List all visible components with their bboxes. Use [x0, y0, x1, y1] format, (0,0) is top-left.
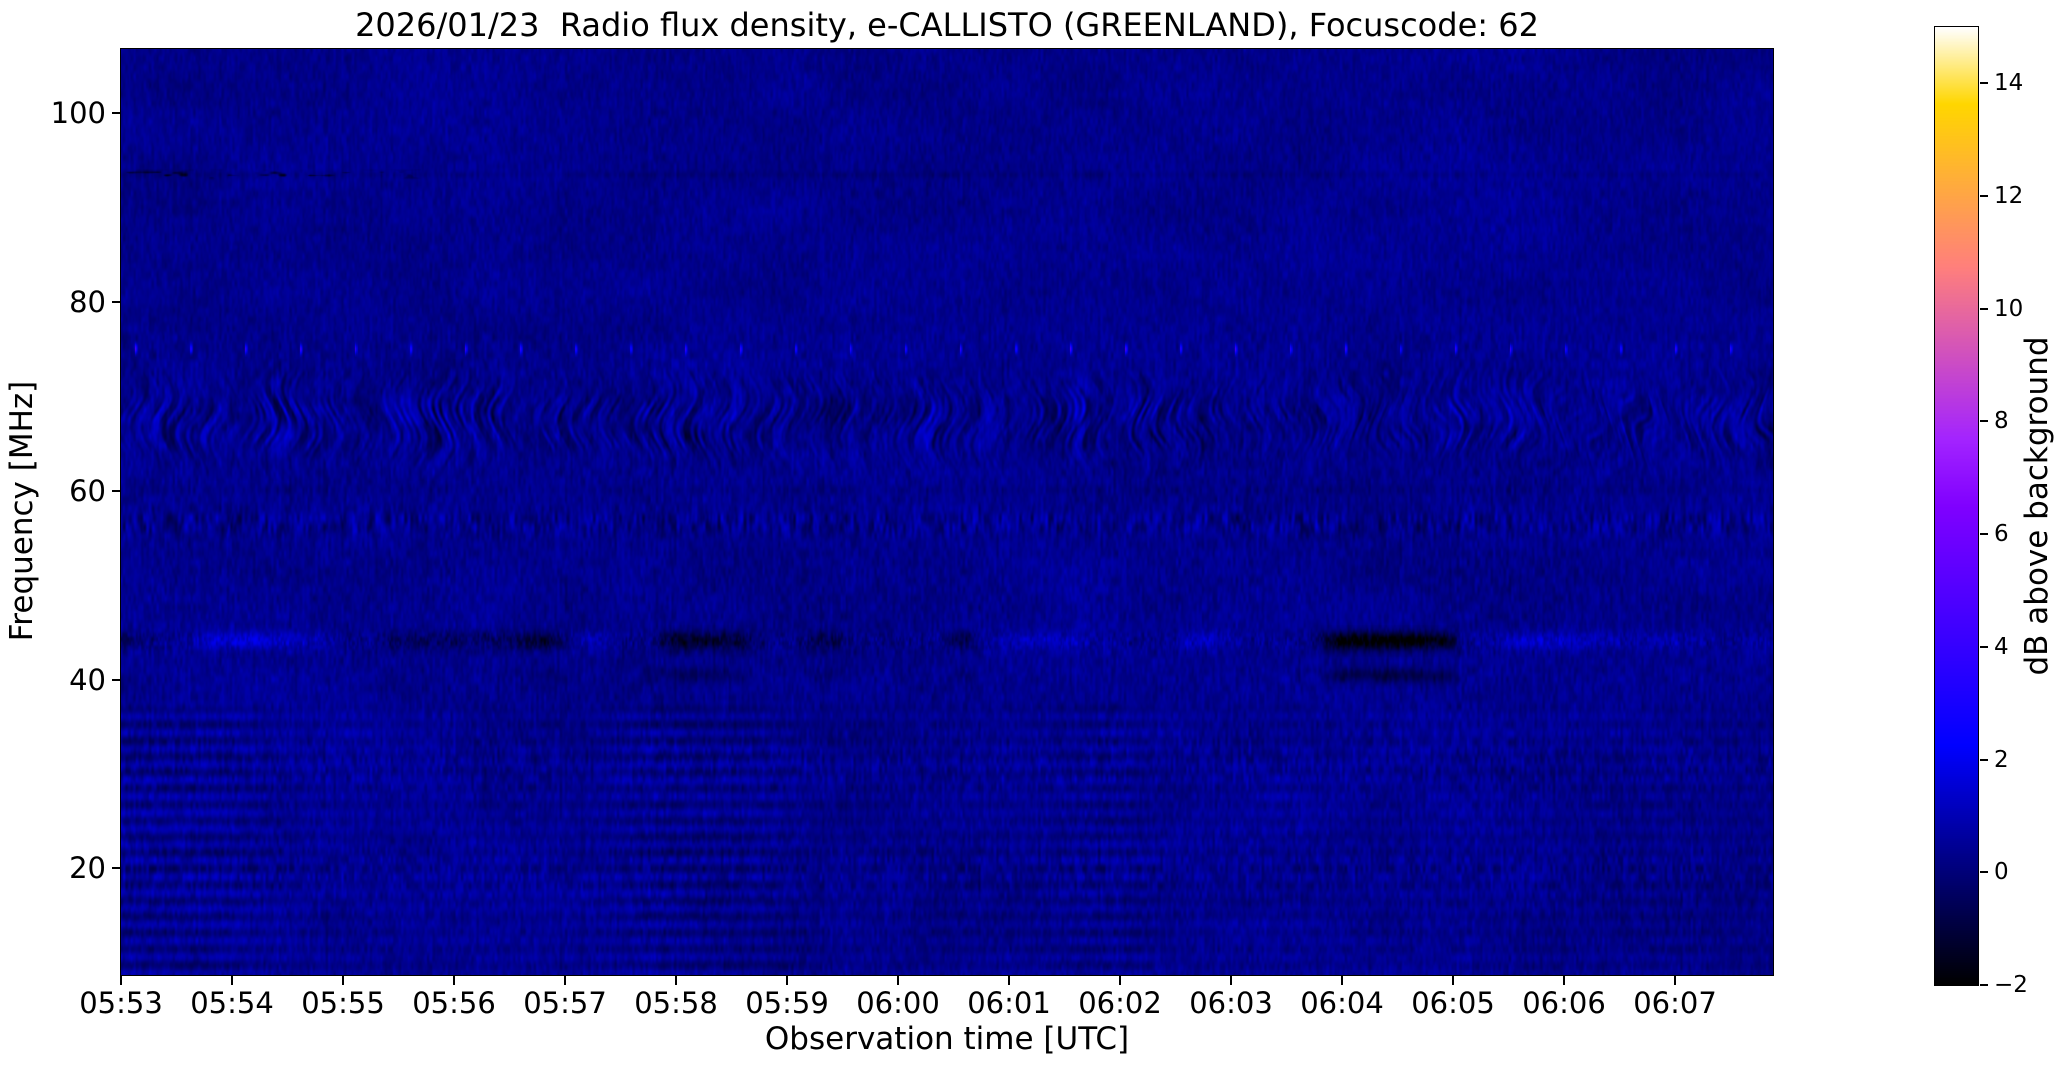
x-tick-mark — [897, 976, 899, 985]
y-tick-label: 40 — [69, 662, 106, 697]
x-tick-label: 05:59 — [745, 986, 829, 1020]
x-tick-label: 05:55 — [301, 986, 385, 1020]
spectrogram-image — [121, 49, 1773, 975]
y-tick-label: 60 — [69, 473, 106, 508]
x-tick-label: 05:54 — [190, 986, 274, 1020]
x-tick-mark — [1008, 976, 1010, 985]
colorbar-tick-label: −2 — [1994, 972, 2028, 998]
x-tick-mark — [1452, 976, 1454, 985]
x-tick-label: 06:00 — [856, 986, 940, 1020]
colorbar-tick-mark — [1980, 82, 1988, 85]
x-tick-label: 06:01 — [967, 986, 1051, 1020]
x-tick-label: 06:06 — [1522, 986, 1606, 1020]
x-tick-label: 06:04 — [1300, 986, 1384, 1020]
x-tick-mark — [1230, 976, 1232, 985]
x-axis-label: Observation time [UTC] — [764, 1021, 1130, 1057]
y-tick-label: 80 — [69, 284, 106, 319]
colorbar-tick-label: 12 — [1994, 183, 2024, 210]
colorbar-tick-mark — [1980, 420, 1988, 423]
y-tick-mark — [112, 300, 121, 303]
colorbar-tick-mark — [1980, 533, 1988, 536]
x-tick-label: 06:03 — [1189, 986, 1273, 1020]
x-tick-label: 05:56 — [412, 986, 496, 1020]
x-tick-mark — [675, 976, 677, 985]
colorbar — [1934, 26, 1979, 986]
colorbar-tick-label: 14 — [1994, 70, 2024, 97]
x-tick-label: 05:58 — [634, 986, 718, 1020]
x-tick-mark — [564, 976, 566, 985]
y-tick-mark — [112, 678, 121, 681]
x-tick-mark — [1674, 976, 1676, 985]
x-tick-mark — [1119, 976, 1121, 985]
colorbar-gradient — [1935, 27, 1978, 985]
x-tick-mark — [1563, 976, 1565, 985]
colorbar-tick-mark — [1980, 195, 1988, 198]
y-tick-label: 20 — [69, 851, 106, 886]
x-tick-label: 06:05 — [1411, 986, 1495, 1020]
colorbar-tick-label: 8 — [1994, 408, 2009, 435]
colorbar-tick-mark — [1980, 984, 1988, 986]
colorbar-tick-mark — [1980, 307, 1988, 310]
colorbar-tick-label: 10 — [1994, 295, 2024, 322]
x-tick-mark — [120, 976, 122, 985]
chart-title: 2026/01/23 Radio flux density, e-CALLIST… — [355, 6, 1539, 44]
plot-area — [120, 48, 1774, 976]
x-tick-mark — [453, 976, 455, 985]
colorbar-label: dB above background — [2019, 336, 2055, 676]
x-tick-label: 05:57 — [523, 986, 607, 1020]
colorbar-tick-label: 2 — [1994, 746, 2009, 773]
y-tick-mark — [112, 867, 121, 870]
x-tick-label: 06:02 — [1078, 986, 1162, 1020]
colorbar-tick-label: 0 — [1994, 859, 2009, 886]
y-axis-label: Frequency [MHz] — [4, 380, 40, 642]
x-tick-mark — [1341, 976, 1343, 985]
x-tick-label: 05:53 — [79, 986, 163, 1020]
colorbar-tick-mark — [1980, 758, 1988, 761]
x-tick-label: 06:07 — [1633, 986, 1717, 1020]
colorbar-tick-mark — [1980, 871, 1988, 874]
y-tick-label: 100 — [50, 96, 106, 131]
colorbar-tick-label: 6 — [1994, 521, 2009, 548]
y-tick-mark — [112, 112, 121, 115]
colorbar-tick-label: 4 — [1994, 633, 2009, 660]
y-tick-mark — [112, 489, 121, 492]
x-tick-mark — [231, 976, 233, 985]
colorbar-tick-mark — [1980, 645, 1988, 648]
x-tick-mark — [342, 976, 344, 985]
x-tick-mark — [786, 976, 788, 985]
